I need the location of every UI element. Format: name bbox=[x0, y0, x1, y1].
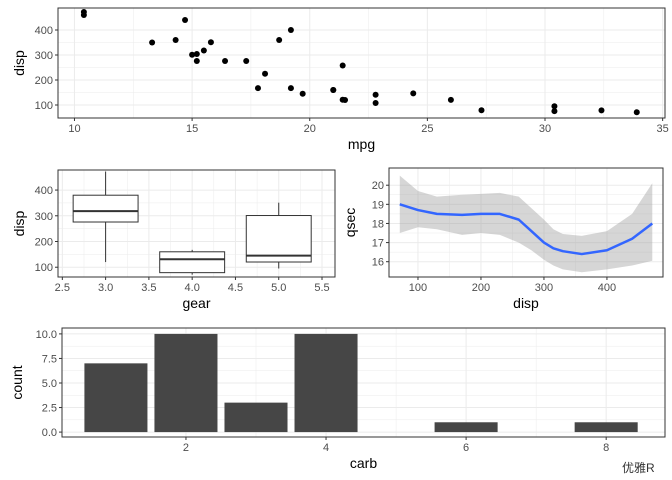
y-tick-label: 300 bbox=[35, 211, 53, 223]
x-tick-label: 6 bbox=[463, 442, 469, 454]
data-point bbox=[262, 70, 269, 77]
x-tick-label: 30 bbox=[539, 123, 551, 135]
data-point bbox=[200, 47, 207, 54]
x-tick-label: 4 bbox=[323, 442, 329, 454]
bar bbox=[294, 333, 358, 433]
x-tick-label: 8 bbox=[603, 442, 609, 454]
y-axis-title: disp bbox=[11, 50, 27, 76]
x-tick-label: 4.0 bbox=[185, 282, 200, 294]
data-point bbox=[287, 85, 294, 92]
data-point bbox=[193, 58, 200, 65]
panel-mpg-disp-scatter: 10 15 20 25 30 35 100 200 300 400 mpg disp bbox=[11, 7, 669, 152]
y-tick-label: 300 bbox=[35, 50, 53, 62]
x-tick-label: 2.5 bbox=[55, 282, 70, 294]
x-tick-label: 3.5 bbox=[141, 282, 156, 294]
x-tick-label: 20 bbox=[304, 123, 316, 135]
x-tick-label: 400 bbox=[598, 282, 616, 294]
watermark: 优雅R bbox=[622, 460, 655, 475]
x-tick-label: 100 bbox=[409, 282, 427, 294]
data-point bbox=[80, 12, 87, 18]
bar bbox=[224, 402, 288, 433]
x-tick-label: 3.0 bbox=[98, 282, 113, 294]
x-axis-title: mpg bbox=[348, 136, 375, 152]
bar bbox=[84, 363, 148, 433]
data-point bbox=[372, 91, 379, 98]
x-axis-title: carb bbox=[350, 455, 377, 471]
data-point bbox=[447, 96, 454, 103]
data-point bbox=[478, 107, 485, 114]
data-point bbox=[551, 108, 558, 115]
x-tick-label: 300 bbox=[535, 282, 553, 294]
data-point bbox=[222, 58, 229, 65]
y-tick-label: 16 bbox=[372, 257, 384, 269]
box bbox=[72, 194, 139, 223]
data-point bbox=[330, 87, 337, 93]
y-tick-label: 2.5 bbox=[42, 403, 57, 415]
data-point bbox=[172, 37, 179, 43]
y-tick-label: 100 bbox=[35, 262, 53, 274]
x-tick-label: 10 bbox=[68, 123, 80, 135]
y-axis-title: qsec bbox=[342, 208, 358, 238]
data-point bbox=[410, 90, 417, 97]
panel-gear-disp-boxplot: 2.5 3.0 3.5 4.0 4.5 5.0 5.5 100 200 300 400 gear dis… bbox=[11, 169, 336, 311]
data-point bbox=[254, 85, 261, 92]
y-tick-label: 7.5 bbox=[42, 353, 57, 365]
x-axis-title: gear bbox=[182, 295, 210, 311]
x-tick-label: 5.0 bbox=[271, 282, 286, 294]
y-tick-label: 200 bbox=[35, 75, 53, 87]
data-point bbox=[299, 90, 306, 97]
panel-border bbox=[61, 327, 666, 438]
data-point bbox=[633, 109, 640, 116]
y-tick-label: 0.0 bbox=[42, 427, 57, 439]
data-point bbox=[207, 39, 214, 46]
panel-border bbox=[57, 169, 336, 278]
data-point bbox=[287, 27, 294, 33]
y-tick-label: 20 bbox=[372, 180, 384, 192]
box bbox=[159, 251, 226, 274]
y-tick-label: 5.0 bbox=[42, 378, 57, 390]
data-point bbox=[149, 39, 156, 46]
data-point bbox=[276, 37, 283, 43]
y-axis-title: count bbox=[9, 365, 25, 399]
data-point bbox=[372, 100, 379, 106]
data-point bbox=[243, 58, 250, 65]
x-tick-label: 2 bbox=[183, 442, 189, 454]
y-tick-label: 400 bbox=[35, 25, 53, 37]
x-tick-label: 4.5 bbox=[228, 282, 243, 294]
x-tick-label: 35 bbox=[657, 123, 669, 135]
x-tick-label: 5.5 bbox=[314, 282, 329, 294]
data-point bbox=[598, 107, 605, 114]
x-tick-label: 200 bbox=[472, 282, 490, 294]
y-tick-label: 19 bbox=[372, 199, 384, 211]
panel-border bbox=[388, 167, 664, 278]
x-tick-label: 15 bbox=[186, 123, 198, 135]
y-tick-label: 400 bbox=[35, 185, 53, 197]
data-point bbox=[189, 51, 196, 58]
y-tick-label: 200 bbox=[35, 237, 53, 249]
y-tick-label: 18 bbox=[372, 218, 384, 230]
panel-border bbox=[57, 7, 666, 119]
box bbox=[245, 215, 312, 263]
x-tick-label: 25 bbox=[421, 123, 433, 135]
y-tick-label: 10.0 bbox=[36, 329, 57, 341]
bar bbox=[154, 333, 218, 433]
data-point bbox=[339, 96, 346, 103]
data-point bbox=[339, 62, 346, 69]
panel-carb-count-bar: 2 4 6 8 0.0 2.5 5.0 7.5 10.0 carb count bbox=[9, 327, 666, 471]
x-axis-title: disp bbox=[513, 295, 539, 311]
data-point bbox=[551, 103, 558, 110]
y-axis-title: disp bbox=[11, 210, 27, 236]
data-point bbox=[182, 17, 189, 23]
bar bbox=[434, 422, 498, 433]
confidence-ribbon bbox=[399, 175, 653, 273]
bar bbox=[574, 422, 638, 433]
panel-disp-qsec-smooth: 100 200 300 400 16 17 18 19 20 disp qsec bbox=[342, 167, 664, 311]
data-point bbox=[193, 51, 200, 57]
smooth-line bbox=[399, 203, 654, 256]
y-tick-label: 17 bbox=[372, 238, 384, 250]
y-tick-label: 100 bbox=[35, 100, 53, 112]
